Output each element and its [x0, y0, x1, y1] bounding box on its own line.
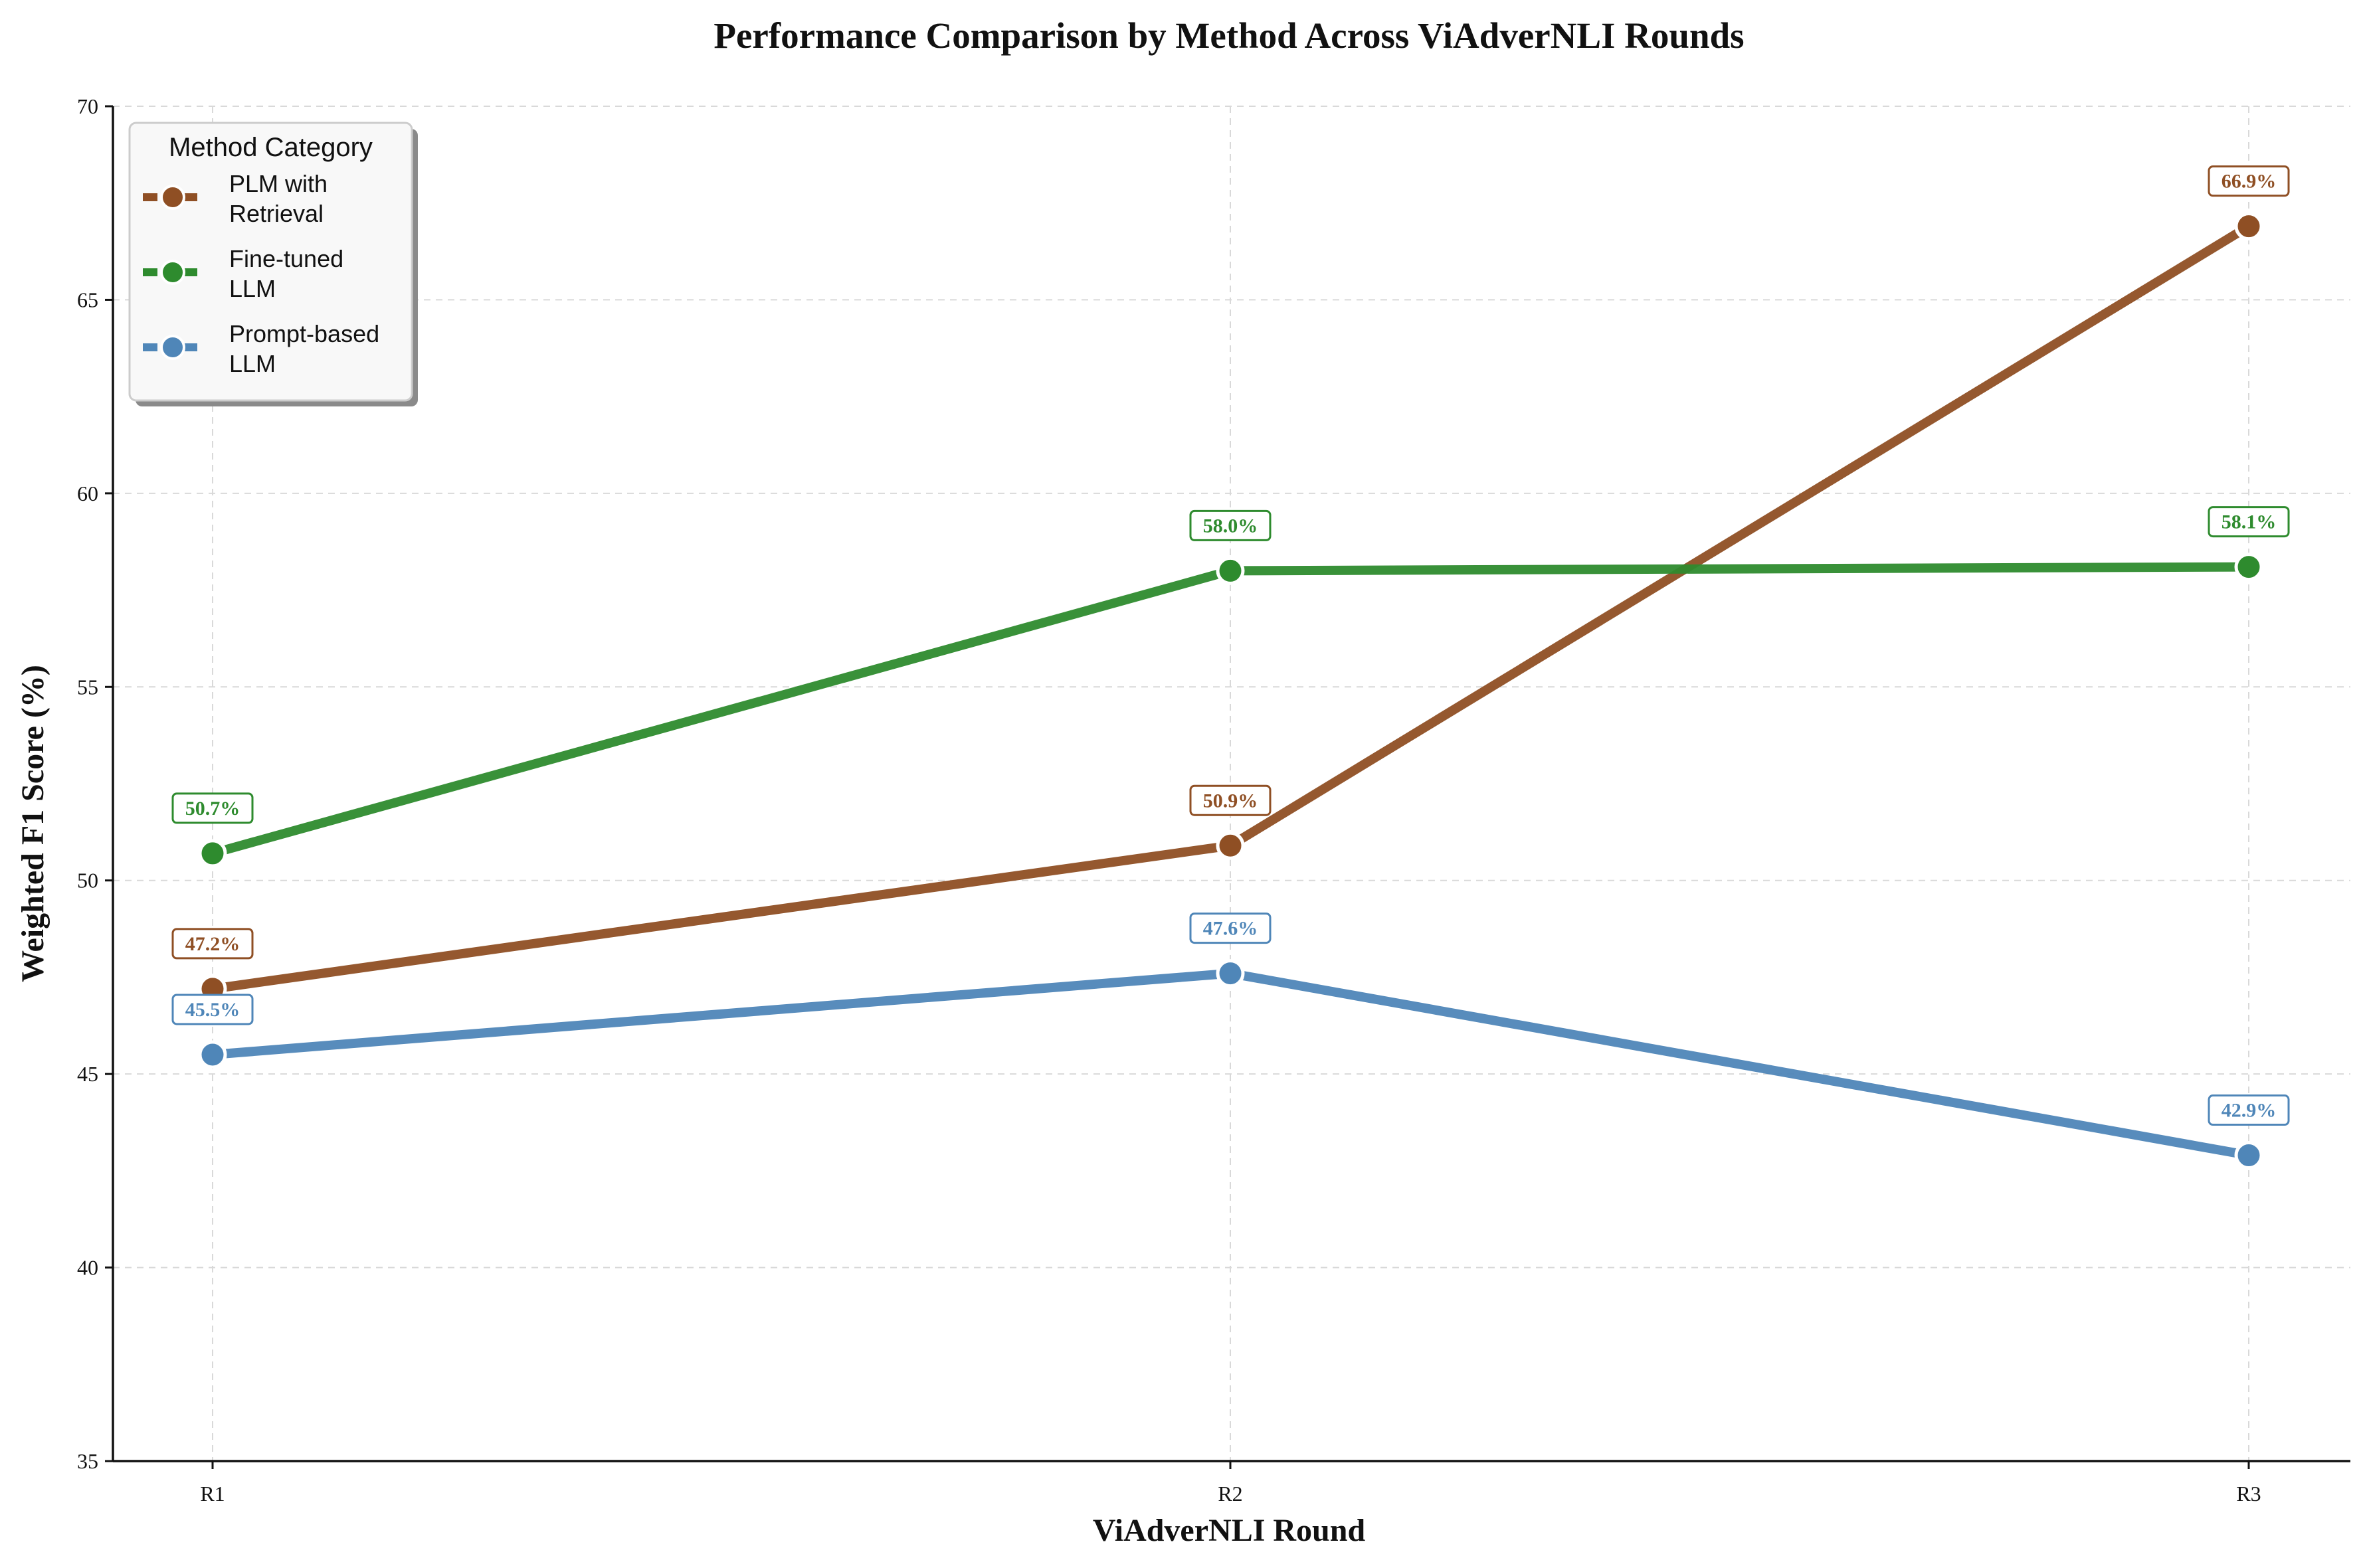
data-label: 50.7% [185, 798, 240, 820]
y-axis-label: Weighted F1 Score (%) [15, 665, 50, 982]
legend-entry-label: Retrieval [229, 200, 324, 227]
data-point [2234, 212, 2263, 241]
legend-title: Method Category [169, 133, 373, 162]
legend-marker [160, 185, 185, 210]
series-layer [198, 212, 2263, 1170]
data-point [1216, 556, 1245, 585]
data-label: 50.9% [1203, 790, 1258, 812]
data-point [1216, 831, 1245, 860]
legend: Method Category PLM with Retrieval Fine-tun… [128, 122, 418, 406]
data-label-box [2208, 1094, 2290, 1126]
data-point [2234, 1141, 2263, 1170]
data-label: 58.1% [2222, 511, 2277, 533]
data-label-box [171, 928, 254, 960]
data-label-box [1189, 509, 1272, 541]
data-label: 58.0% [1203, 515, 1258, 537]
chart-title: Performance Comparison by Method Across … [713, 15, 1744, 56]
data-label-box [171, 792, 254, 824]
legend-marker [160, 260, 185, 285]
data-point [2234, 553, 2263, 582]
axes-layer: 35 40 45 50 55 60 65 70 R1 R2 R3 [77, 94, 2350, 1506]
data-label: 47.2% [185, 933, 240, 955]
legend-box [128, 122, 413, 402]
x-tick-label: R3 [2236, 1482, 2261, 1506]
data-label: 45.5% [185, 999, 240, 1021]
data-point [198, 839, 227, 868]
y-tick-label: 65 [77, 288, 98, 311]
data-label-box [171, 994, 254, 1025]
legend-entry-label: PLM with [229, 170, 328, 197]
data-label-box [1189, 913, 1272, 944]
data-point [198, 1040, 227, 1069]
data-label: 42.9% [2222, 1100, 2277, 1122]
y-tick-label: 50 [77, 869, 98, 893]
legend-entry-label: LLM [229, 350, 276, 377]
y-tick-label: 40 [77, 1256, 98, 1280]
data-label-box [2208, 165, 2290, 197]
data-label-box [1189, 784, 1272, 816]
x-axis-label: ViAdverNLI Round [1093, 1513, 1366, 1548]
data-label: 66.9% [2222, 171, 2277, 193]
legend-entry-label: LLM [229, 275, 276, 302]
y-tick-label: 60 [77, 481, 98, 505]
legend-entry-label: Fine-tuned [229, 245, 343, 272]
x-tick-label: R2 [1218, 1482, 1242, 1506]
y-tick-label: 35 [77, 1449, 98, 1473]
data-point [1216, 959, 1245, 988]
x-tick-label: R1 [200, 1482, 225, 1506]
legend-marker [160, 335, 185, 360]
grid-layer [113, 106, 2350, 1461]
legend-entry-label: Prompt-based [229, 320, 379, 347]
y-tick-label: 55 [77, 675, 98, 699]
data-label: 47.6% [1203, 918, 1258, 940]
y-tick-label: 45 [77, 1062, 98, 1086]
data-label-box [2208, 506, 2290, 538]
data-labels-layer: 47.2% 50.9% 66.9% 50.7% 58.0% 58.1% 45.5% 47.6%… [171, 165, 2290, 1126]
y-tick-label: 70 [77, 94, 98, 118]
